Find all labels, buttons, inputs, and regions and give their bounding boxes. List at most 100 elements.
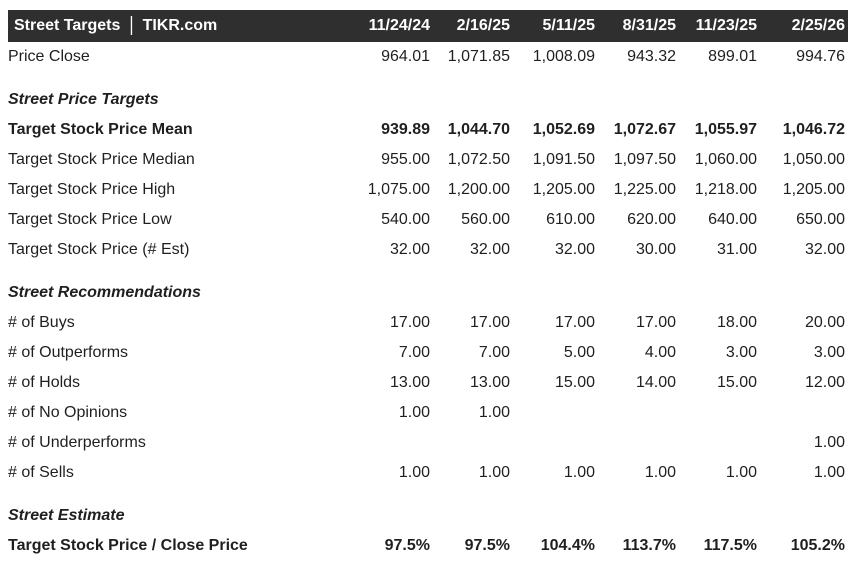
- value-cell: 14.00: [635, 374, 676, 391]
- value-cell: 17.00: [635, 314, 676, 331]
- value-cell: 1.00: [563, 464, 595, 481]
- column-header-date: 11/23/25: [695, 17, 757, 34]
- value-cell: 15.00: [716, 374, 757, 391]
- value-cell: 7.00: [478, 344, 510, 361]
- section-street-recommendations: Street Recommendations: [8, 278, 848, 308]
- value-cell: 117.5%: [703, 537, 757, 554]
- value-cell: 1.00: [813, 434, 845, 451]
- value-cell: 610.00: [546, 211, 595, 228]
- value-cell: 1,218.00: [694, 181, 757, 198]
- value-cell: 5.00: [563, 344, 595, 361]
- column-header-date: 2/25/26: [791, 17, 845, 34]
- value-cell: 1.00: [478, 404, 510, 421]
- value-cell: 18.00: [716, 314, 757, 331]
- row-label: Price Close: [8, 48, 90, 65]
- value-cell: 1,060.00: [694, 151, 757, 168]
- value-cell: 3.00: [725, 344, 757, 361]
- row-label: Target Stock Price (# Est): [8, 241, 190, 258]
- value-cell: 955.00: [381, 151, 430, 168]
- section-label: Street Estimate: [8, 507, 125, 524]
- value-cell: 3.00: [813, 344, 845, 361]
- row-label: Target Stock Price Low: [8, 211, 172, 228]
- row-label: # of Sells: [8, 464, 74, 481]
- column-header-date: 2/16/25: [456, 17, 510, 34]
- row-label: # of Underperforms: [8, 434, 146, 451]
- value-cell: 113.7%: [622, 537, 676, 554]
- row-label: # of No Opinions: [8, 404, 128, 421]
- value-cell: 1,205.00: [782, 181, 845, 198]
- value-cell: 1,052.69: [532, 121, 595, 138]
- row-target-price-num-est: Target Stock Price (# Est) 32.00 32.00 3…: [8, 235, 848, 265]
- value-cell: 32.00: [469, 241, 510, 258]
- value-cell: 1,055.97: [694, 121, 757, 138]
- value-cell: 31.00: [716, 241, 757, 258]
- row-label: # of Holds: [8, 374, 81, 391]
- row-num-outperforms: # of Outperforms 7.00 7.00 5.00 4.00 3.0…: [8, 338, 848, 368]
- value-cell: 15.00: [554, 374, 595, 391]
- value-cell: 939.89: [381, 121, 430, 138]
- value-cell: 17.00: [469, 314, 510, 331]
- value-cell: 1.00: [725, 464, 757, 481]
- value-cell: 994.76: [796, 48, 845, 65]
- row-label: Target Stock Price / Close Price: [8, 537, 248, 554]
- section-street-price-targets: Street Price Targets: [8, 85, 848, 115]
- value-cell: 1,050.00: [782, 151, 845, 168]
- value-cell: 1.00: [813, 464, 845, 481]
- value-cell: 13.00: [469, 374, 510, 391]
- value-cell: 1.00: [398, 404, 430, 421]
- value-cell: 20.00: [804, 314, 845, 331]
- row-num-sells: # of Sells 1.00 1.00 1.00 1.00 1.00 1.00: [8, 458, 848, 488]
- row-price-close: Price Close 964.01 1,071.85 1,008.09 943…: [8, 42, 848, 72]
- value-cell: 13.00: [389, 374, 430, 391]
- table-title-right: TIKR.com: [142, 17, 218, 34]
- table-title: Street Targets | TIKR.com: [14, 14, 344, 36]
- section-label: Street Recommendations: [8, 284, 201, 301]
- row-target-price-low: Target Stock Price Low 540.00 560.00 610…: [8, 205, 848, 235]
- value-cell: 105.2%: [790, 537, 845, 554]
- value-cell: 4.00: [644, 344, 676, 361]
- value-cell: 560.00: [461, 211, 510, 228]
- value-cell: 650.00: [796, 211, 845, 228]
- section-street-estimate: Street Estimate: [8, 501, 848, 531]
- value-cell: 1.00: [478, 464, 510, 481]
- row-target-price-over-close: Target Stock Price / Close Price 97.5% 9…: [8, 531, 848, 561]
- value-cell: 1,097.50: [613, 151, 676, 168]
- row-label: Target Stock Price High: [8, 181, 176, 198]
- value-cell: 7.00: [398, 344, 430, 361]
- value-cell: 17.00: [554, 314, 595, 331]
- value-cell: 899.01: [708, 48, 757, 65]
- value-cell: 640.00: [708, 211, 757, 228]
- value-cell: 1,071.85: [447, 48, 510, 65]
- value-cell: 1.00: [644, 464, 676, 481]
- value-cell: 1,044.70: [447, 121, 510, 138]
- value-cell: 1,075.00: [367, 181, 430, 198]
- row-target-price-mean: Target Stock Price Mean 939.89 1,044.70 …: [8, 115, 848, 145]
- value-cell: 104.4%: [540, 537, 595, 554]
- value-cell: 540.00: [381, 211, 430, 228]
- row-target-price-high: Target Stock Price High 1,075.00 1,200.0…: [8, 175, 848, 205]
- value-cell: 32.00: [389, 241, 430, 258]
- section-label: Street Price Targets: [8, 91, 159, 108]
- value-cell: 97.5%: [384, 537, 430, 554]
- title-divider: |: [129, 14, 134, 36]
- column-header-date: 11/24/24: [368, 17, 430, 34]
- table-title-left: Street Targets: [14, 17, 121, 34]
- value-cell: 32.00: [804, 241, 845, 258]
- value-cell: 32.00: [554, 241, 595, 258]
- row-target-price-median: Target Stock Price Median 955.00 1,072.5…: [8, 145, 848, 175]
- value-cell: 1,046.72: [782, 121, 845, 138]
- row-num-holds: # of Holds 13.00 13.00 15.00 14.00 15.00…: [8, 368, 848, 398]
- column-header-date: 8/31/25: [622, 17, 676, 34]
- column-header-date: 5/11/25: [542, 17, 596, 34]
- value-cell: 1,072.50: [447, 151, 510, 168]
- value-cell: 1,225.00: [613, 181, 676, 198]
- row-label: Target Stock Price Median: [8, 151, 195, 168]
- row-label: # of Buys: [8, 314, 75, 331]
- value-cell: 12.00: [804, 374, 845, 391]
- value-cell: 1,072.67: [613, 121, 676, 138]
- value-cell: 97.5%: [464, 537, 510, 554]
- value-cell: 1,091.50: [532, 151, 595, 168]
- value-cell: 620.00: [627, 211, 676, 228]
- table-header-row: Street Targets | TIKR.com 11/24/24 2/16/…: [8, 10, 848, 42]
